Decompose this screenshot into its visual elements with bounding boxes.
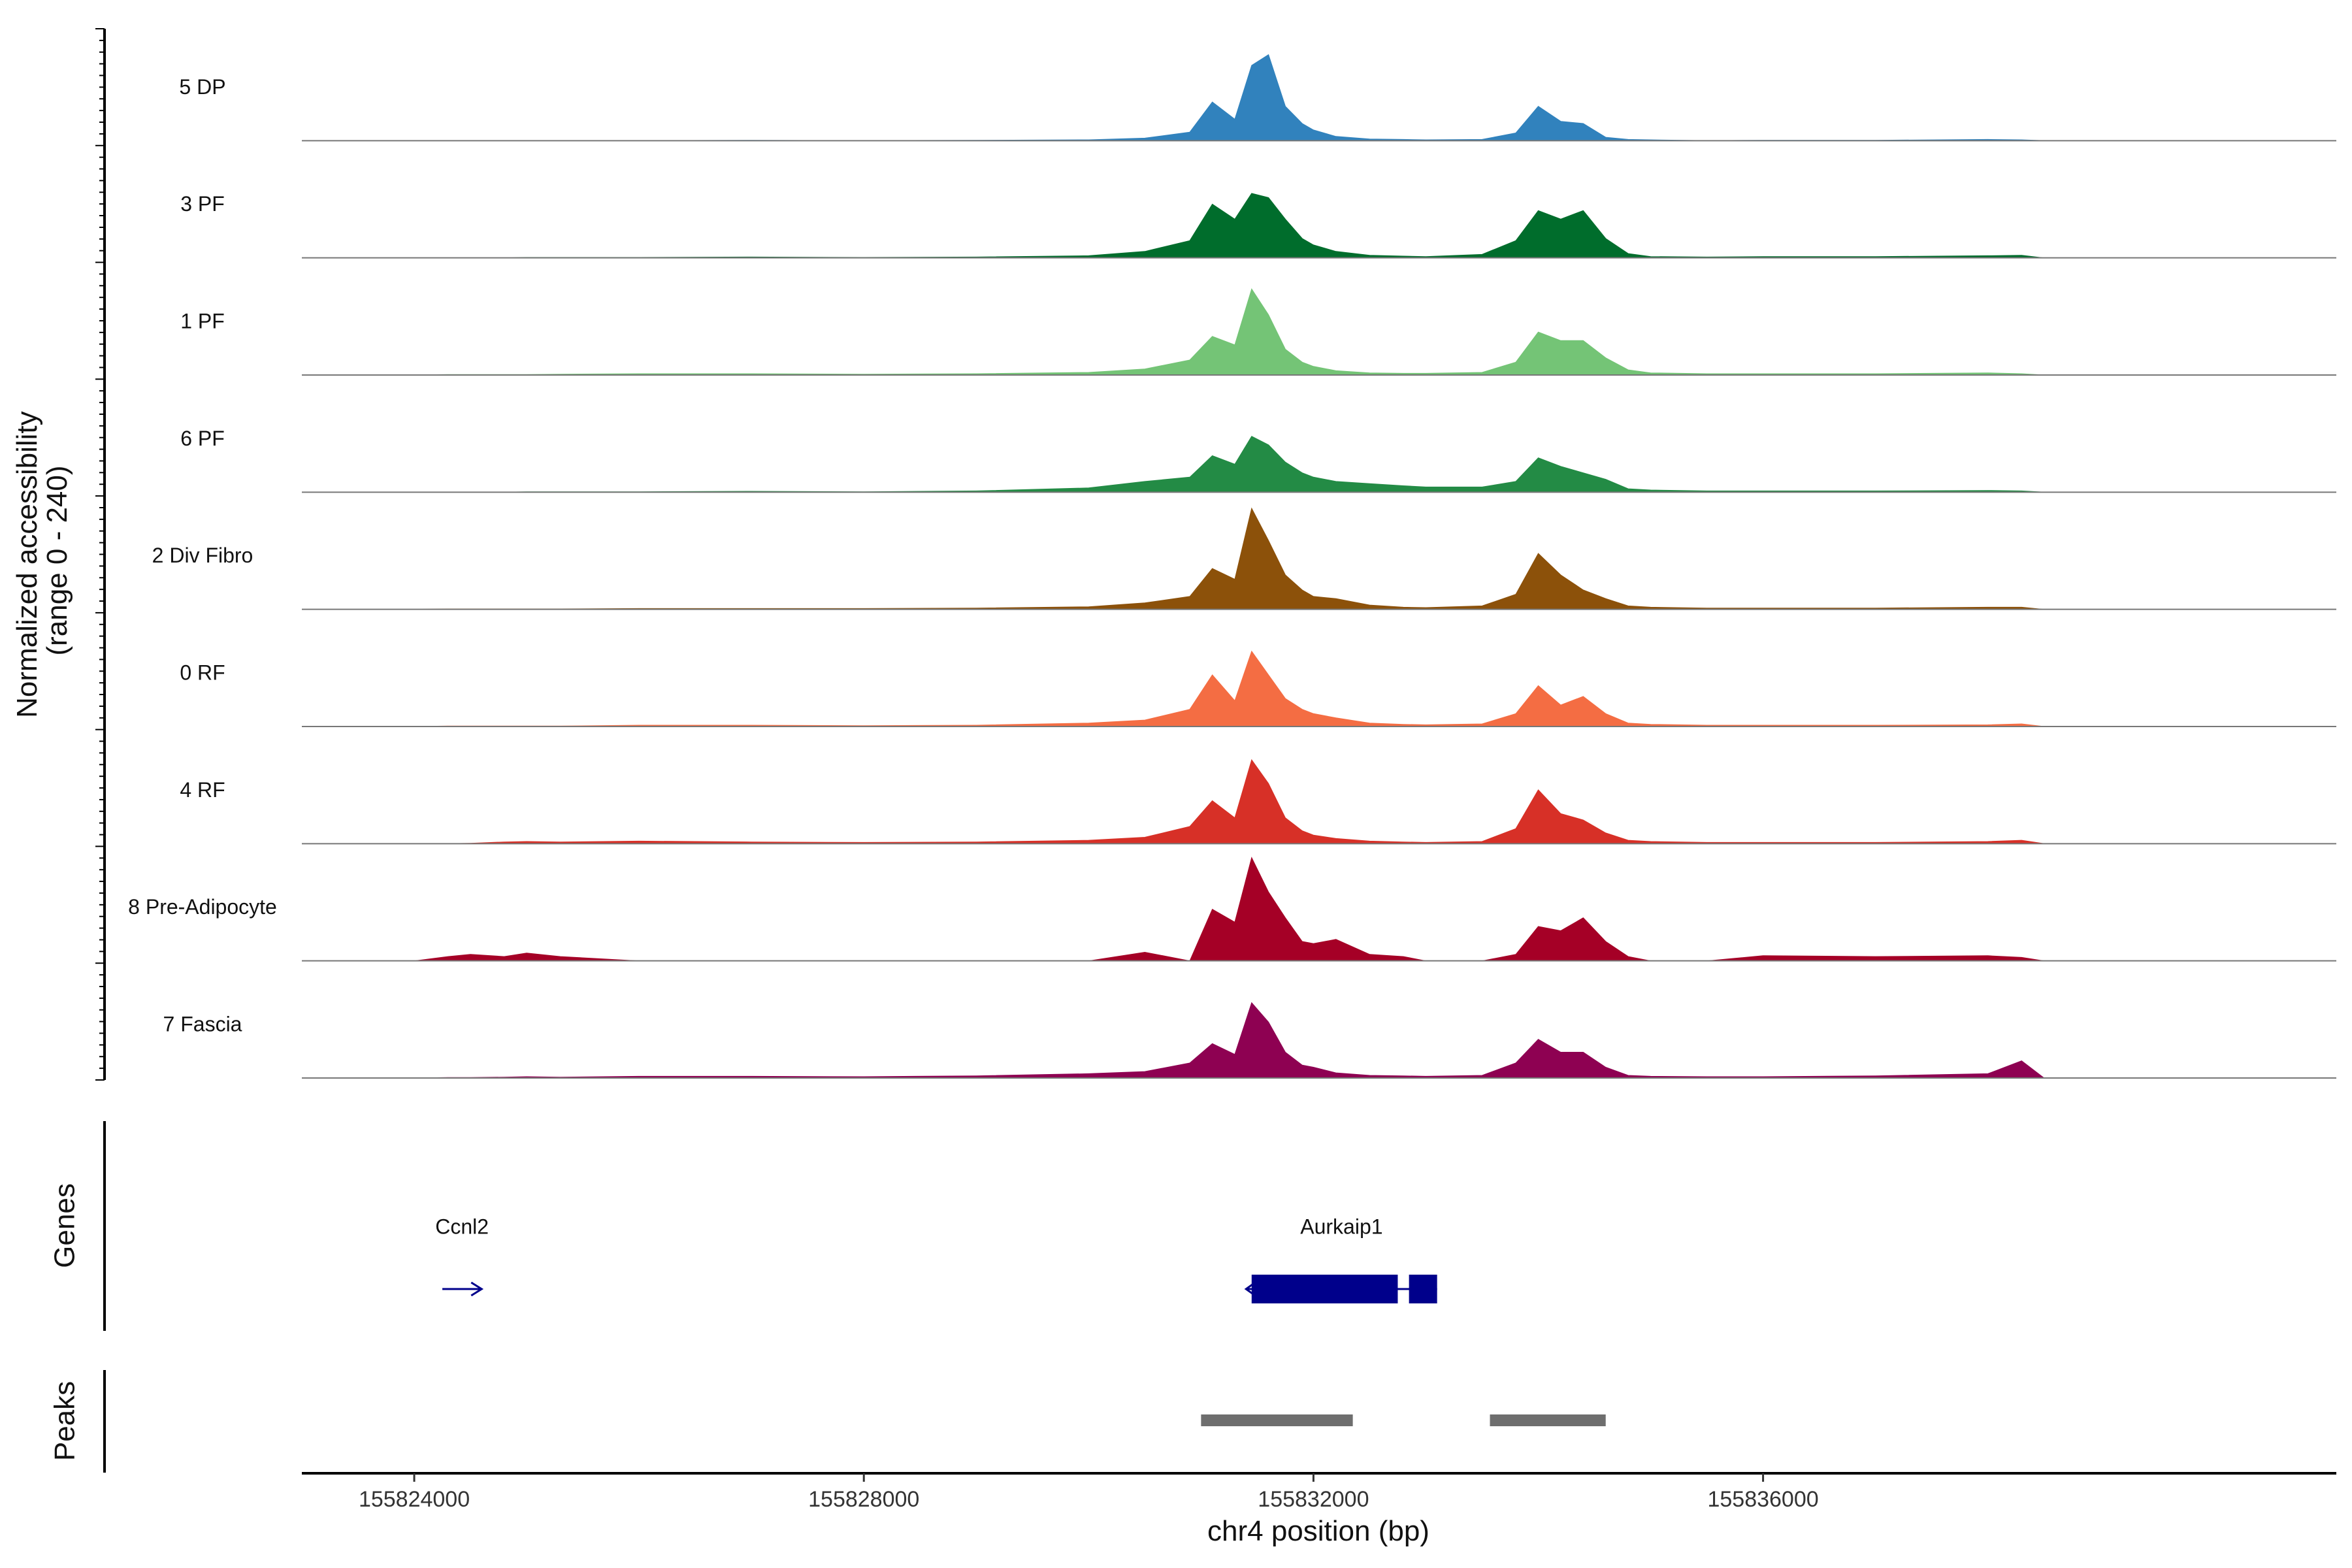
track-6-pf: 6 PF <box>180 427 2336 493</box>
coverage-area <box>380 507 2044 610</box>
gene-ccnl2: Ccnl2 <box>435 1215 489 1297</box>
track-label: 8 Pre-Adipocyte <box>128 895 277 919</box>
coverage-area <box>380 759 2044 844</box>
coverage-area <box>380 857 2044 962</box>
track-8-pre-adipocyte: 8 Pre-Adipocyte <box>128 857 2336 962</box>
coverage-y-axis <box>95 28 106 1081</box>
coverage-y-axis-title: Normalized accessibility (range 0 - 240) <box>11 403 73 718</box>
coverage-area <box>380 193 2044 259</box>
peak-bar <box>1201 1414 1353 1426</box>
coverage-area <box>380 1002 2046 1079</box>
track-5-dp: 5 DP <box>179 54 2336 142</box>
coverage-area <box>380 288 2044 376</box>
track-1-pf: 1 PF <box>180 288 2336 376</box>
track-7-fascia: 7 Fascia <box>163 1002 2336 1079</box>
coverage-area <box>380 54 2044 141</box>
peaks-axis-title: Peaks <box>49 1381 81 1461</box>
gene-strand-arrow <box>470 1281 484 1297</box>
track-label: 4 RF <box>180 778 225 802</box>
gene-name: Aurkaip1 <box>1300 1215 1382 1238</box>
x-axis-title: chr4 position (bp) <box>1207 1515 1429 1547</box>
x-tick-label: 155832000 <box>1258 1487 1369 1512</box>
peak-bar <box>1490 1414 1606 1426</box>
track-label: 2 Div Fibro <box>152 544 253 567</box>
genes-axis-title: Genes <box>49 1183 81 1268</box>
x-axis: 155824000 155828000 155832000 155836000 <box>359 1473 1819 1512</box>
x-tick-label: 155824000 <box>359 1487 470 1512</box>
track-0-rf: 0 RF <box>180 650 2336 727</box>
coverage-area <box>380 436 2044 493</box>
genes-track: Ccnl2 Aurkaip1 <box>435 1215 1437 1303</box>
x-tick-label: 155828000 <box>808 1487 919 1512</box>
track-label: 6 PF <box>180 427 225 450</box>
peaks-track <box>1201 1414 1606 1426</box>
track-label: 1 PF <box>180 309 225 333</box>
gene-strand-arrow <box>1244 1281 1256 1297</box>
x-tick-label: 155836000 <box>1707 1487 1818 1512</box>
track-label: 0 RF <box>180 661 225 684</box>
gene-exon <box>1409 1275 1437 1303</box>
coverage-area <box>380 650 2044 727</box>
track-4-rf: 4 RF <box>180 759 2336 845</box>
track-2-div-fibro: 2 Div Fibro <box>152 507 2336 610</box>
track-label: 5 DP <box>179 75 225 99</box>
track-label: 7 Fascia <box>163 1012 242 1036</box>
track-label: 3 PF <box>180 192 225 216</box>
gene-exon <box>1251 1275 1398 1303</box>
gene-name: Ccnl2 <box>435 1215 489 1238</box>
track-3-pf: 3 PF <box>180 192 2336 259</box>
gene-aurkaip1: Aurkaip1 <box>1244 1215 1437 1303</box>
coverage-tracks: 5 DP 3 PF 1 PF 6 PF 2 Div Fibro 0 RF 4 RF 8 Pre… <box>128 54 2336 1079</box>
